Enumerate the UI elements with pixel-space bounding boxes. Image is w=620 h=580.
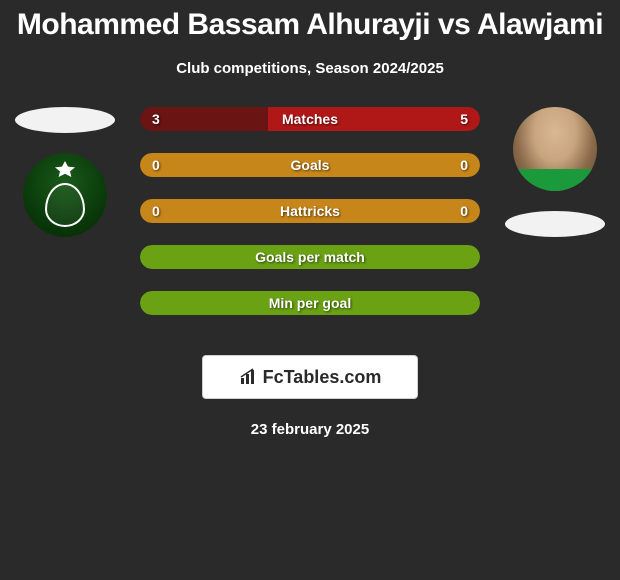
left-player-column bbox=[10, 107, 120, 237]
infographic-container: Mohammed Bassam Alhurayji vs Alawjami Cl… bbox=[0, 0, 620, 580]
stat-label: Goals per match bbox=[140, 245, 480, 269]
page-title: Mohammed Bassam Alhurayji vs Alawjami bbox=[0, 0, 620, 42]
stat-value-left: 0 bbox=[152, 199, 160, 223]
left-player-placeholder bbox=[15, 107, 115, 133]
stat-value-left: 0 bbox=[152, 153, 160, 177]
page-subtitle: Club competitions, Season 2024/2025 bbox=[0, 60, 620, 77]
stat-value-right: 0 bbox=[460, 199, 468, 223]
stat-label: Goals bbox=[140, 153, 480, 177]
stat-value-right: 5 bbox=[460, 107, 468, 131]
stat-label: Hattricks bbox=[140, 199, 480, 223]
stat-value-left: 3 bbox=[152, 107, 160, 131]
stat-row: Hattricks0 0 bbox=[140, 199, 480, 223]
stat-bar-track: Hattricks0 0 bbox=[140, 199, 480, 223]
stat-bar-track: Min per goal bbox=[140, 291, 480, 315]
stats-area: Matches35Goals00Hattricks00Goals per mat… bbox=[0, 107, 620, 347]
stat-value-right: 0 bbox=[460, 153, 468, 177]
stat-row: Matches3 5 bbox=[140, 107, 480, 131]
stat-bars: Matches35Goals00Hattricks00Goals per mat… bbox=[140, 107, 480, 337]
stat-label: Min per goal bbox=[140, 291, 480, 315]
stat-row: Goals per match bbox=[140, 245, 480, 269]
stat-bar-track: Goals0 0 bbox=[140, 153, 480, 177]
badge-text: FcTables.com bbox=[263, 367, 382, 388]
chart-icon bbox=[239, 368, 259, 386]
stat-row: Min per goal bbox=[140, 291, 480, 315]
fctables-badge: FcTables.com bbox=[202, 355, 418, 399]
stat-bar-track: Matches3 5 bbox=[140, 107, 480, 131]
stat-label: Matches bbox=[140, 107, 480, 131]
stat-row: Goals0 0 bbox=[140, 153, 480, 177]
right-player-photo bbox=[513, 107, 597, 191]
right-club-placeholder bbox=[505, 211, 605, 237]
right-player-column bbox=[500, 107, 610, 237]
left-club-logo bbox=[23, 153, 107, 237]
date-label: 23 february 2025 bbox=[0, 421, 620, 438]
stat-bar-track: Goals per match bbox=[140, 245, 480, 269]
